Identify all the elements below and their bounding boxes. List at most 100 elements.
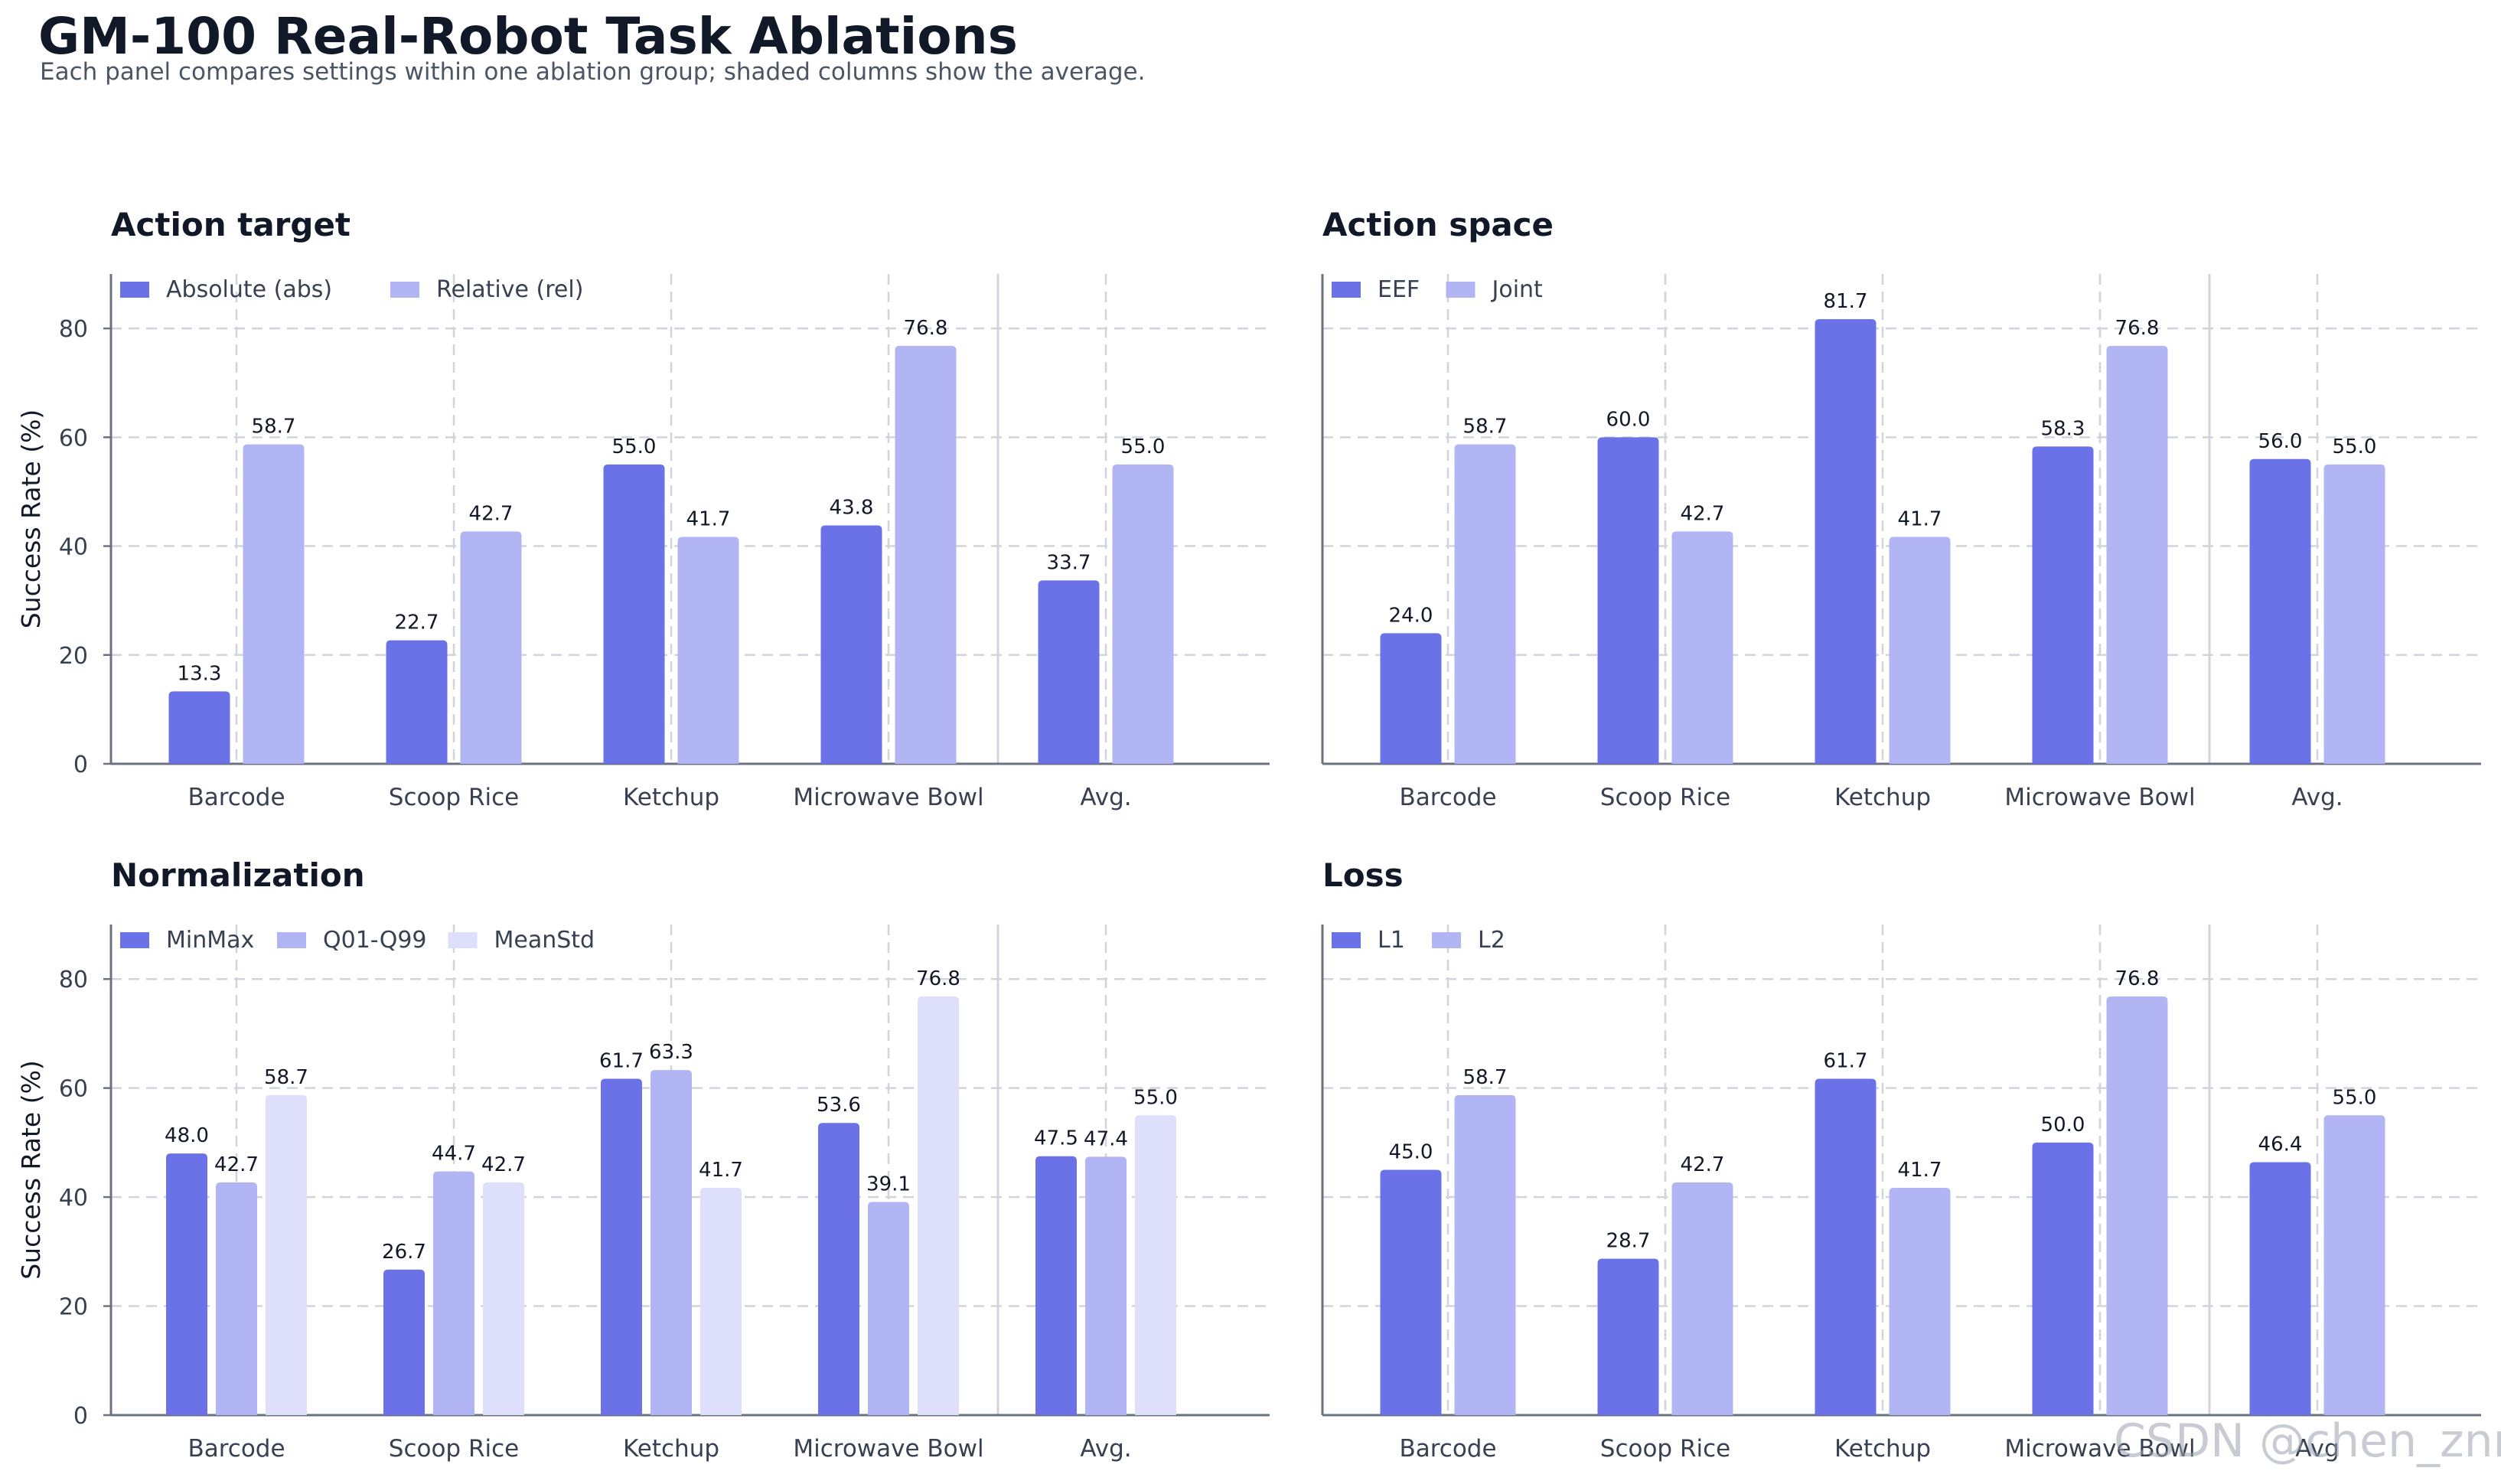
value-label: 55.0: [1133, 1086, 1178, 1109]
value-label: 47.4: [1084, 1127, 1128, 1150]
value-label: 61.7: [599, 1050, 644, 1073]
bar-l2-ketchup: [1889, 1188, 1951, 1415]
value-label: 58.7: [1463, 416, 1508, 439]
y-tick-label: 0: [73, 752, 88, 778]
legend-label-relative-rel: Relative (rel): [436, 276, 583, 303]
bar-minmax-barcode: [166, 1153, 207, 1415]
bar-l1-barcode: [1380, 1169, 1442, 1415]
figure-title: GM-100 Real-Robot Task Ablations: [38, 7, 1018, 66]
value-label: 50.0: [2041, 1114, 2085, 1137]
value-label: 60.0: [1606, 408, 1651, 431]
bar-meanstd-barcode: [266, 1094, 307, 1415]
bar-relative-rel-microwave-bowl: [895, 345, 957, 764]
y-tick-label: 60: [59, 425, 88, 452]
bar-l1-microwave-bowl: [2032, 1142, 2094, 1415]
bar-l1-ketchup: [1815, 1078, 1877, 1415]
value-label: 39.1: [866, 1173, 911, 1196]
value-label: 41.7: [1898, 507, 1942, 530]
bar-minmax-avg: [1035, 1156, 1077, 1415]
y-axis-label: Success Rate (%): [16, 1060, 46, 1280]
bar-q01-q99-avg: [1085, 1156, 1127, 1415]
x-tick-label: Avg.: [2291, 784, 2343, 811]
bar-q01-q99-barcode: [216, 1182, 257, 1415]
panel-action-space-title: Action space: [1322, 206, 1554, 243]
value-label: 45.0: [1389, 1141, 1433, 1164]
bar-joint-barcode: [1454, 444, 1516, 764]
bar-relative-rel-avg: [1112, 464, 1174, 764]
bar-relative-rel-ketchup: [677, 537, 739, 764]
x-tick-label: Scoop Rice: [389, 1435, 519, 1463]
legend-swatch-l2: [1432, 932, 1461, 948]
x-tick-label: Ketchup: [623, 1435, 719, 1463]
x-tick-label: Scoop Rice: [1600, 784, 1730, 811]
y-tick-label: 80: [59, 967, 88, 993]
value-label: 26.7: [382, 1241, 426, 1264]
y-tick-label: 0: [73, 1403, 88, 1430]
legend-label-l1: L1: [1378, 927, 1405, 954]
bar-eef-ketchup: [1815, 319, 1877, 764]
x-tick-label: Barcode: [1399, 1435, 1496, 1463]
x-tick-label: Ketchup: [1834, 1435, 1931, 1463]
bar-eef-microwave-bowl: [2032, 446, 2094, 764]
y-tick-label: 40: [59, 1185, 88, 1212]
bar-absolute-abs-avg: [1038, 580, 1100, 764]
panel-normalization-title: Normalization: [111, 856, 365, 894]
x-tick-label: Scoop Rice: [389, 784, 519, 811]
bar-joint-avg: [2323, 464, 2385, 764]
panel-loss: Loss Barcode 45.0 58.7 Scoop Rice 28.7 42.7 Ket…: [1321, 856, 2481, 1463]
value-label: 41.7: [699, 1159, 743, 1182]
bar-absolute-abs-scoop-rice: [386, 640, 448, 764]
legend-swatch-absolute-abs: [120, 282, 149, 298]
bar-joint-scoop-rice: [1671, 531, 1733, 764]
legend-label-q01-q99: Q01-Q99: [323, 927, 427, 954]
legend-swatch-eef: [1332, 282, 1361, 298]
bar-l2-barcode: [1454, 1094, 1516, 1415]
value-label: 42.7: [1681, 1153, 1725, 1176]
bar-eef-avg: [2249, 458, 2311, 764]
x-tick-label: Microwave Bowl: [2004, 784, 2195, 811]
bar-minmax-scoop-rice: [383, 1269, 425, 1415]
x-tick-label: Ketchup: [623, 784, 719, 811]
value-label: 81.7: [1824, 290, 1868, 313]
panel-normalization: Normalization 0 20 40 60 80 Success Rate (%) Ba…: [16, 856, 1270, 1463]
value-label: 58.3: [2041, 417, 2085, 440]
x-tick-label: Avg: [2295, 1435, 2339, 1463]
bar-relative-rel-barcode: [243, 444, 305, 764]
legend-swatch-minmax: [120, 932, 149, 948]
value-label: 13.3: [178, 662, 222, 685]
value-label: 53.6: [817, 1094, 861, 1117]
x-tick-label: Ketchup: [1834, 784, 1931, 811]
bar-joint-ketchup: [1889, 537, 1951, 764]
x-tick-label: Avg.: [1080, 1435, 1131, 1463]
bar-joint-microwave-bowl: [2106, 345, 2168, 764]
value-label: 55.0: [612, 435, 657, 458]
value-label: 41.7: [686, 507, 731, 530]
x-tick-label: Avg.: [1080, 784, 1131, 811]
x-tick-label: Microwave Bowl: [793, 1435, 983, 1463]
bar-meanstd-ketchup: [700, 1188, 742, 1415]
value-label: 76.8: [2115, 317, 2160, 340]
bar-eef-barcode: [1380, 633, 1442, 764]
value-label: 42.7: [469, 502, 514, 525]
legend-swatch-meanstd: [448, 932, 478, 948]
value-label: 76.8: [2115, 967, 2160, 990]
bar-l1-scoop-rice: [1597, 1258, 1659, 1415]
bar-q01-q99-scoop-rice: [433, 1171, 474, 1415]
y-tick-label: 80: [59, 316, 88, 343]
value-label: 47.5: [1034, 1127, 1078, 1150]
x-tick-label: Scoop Rice: [1600, 1435, 1730, 1463]
bar-relative-rel-scoop-rice: [460, 531, 522, 764]
figure-subtitle: Each panel compares settings within one …: [40, 58, 1145, 86]
value-label: 55.0: [2333, 1086, 2377, 1109]
legend-label-eef: EEF: [1378, 276, 1420, 303]
bar-absolute-abs-barcode: [168, 691, 230, 764]
bar-meanstd-scoop-rice: [483, 1182, 524, 1415]
value-label: 76.8: [916, 967, 960, 990]
value-label: 42.7: [481, 1153, 526, 1176]
value-label: 42.7: [1681, 502, 1725, 525]
panel-action-space: Action space Barcode 24.0 58.7 Scoop Rice 60.…: [1321, 206, 2481, 811]
value-label: 42.7: [214, 1153, 259, 1176]
y-tick-label: 60: [59, 1076, 88, 1103]
legend-swatch-relative-rel: [390, 282, 419, 298]
panel-action-target-title: Action target: [111, 206, 351, 243]
